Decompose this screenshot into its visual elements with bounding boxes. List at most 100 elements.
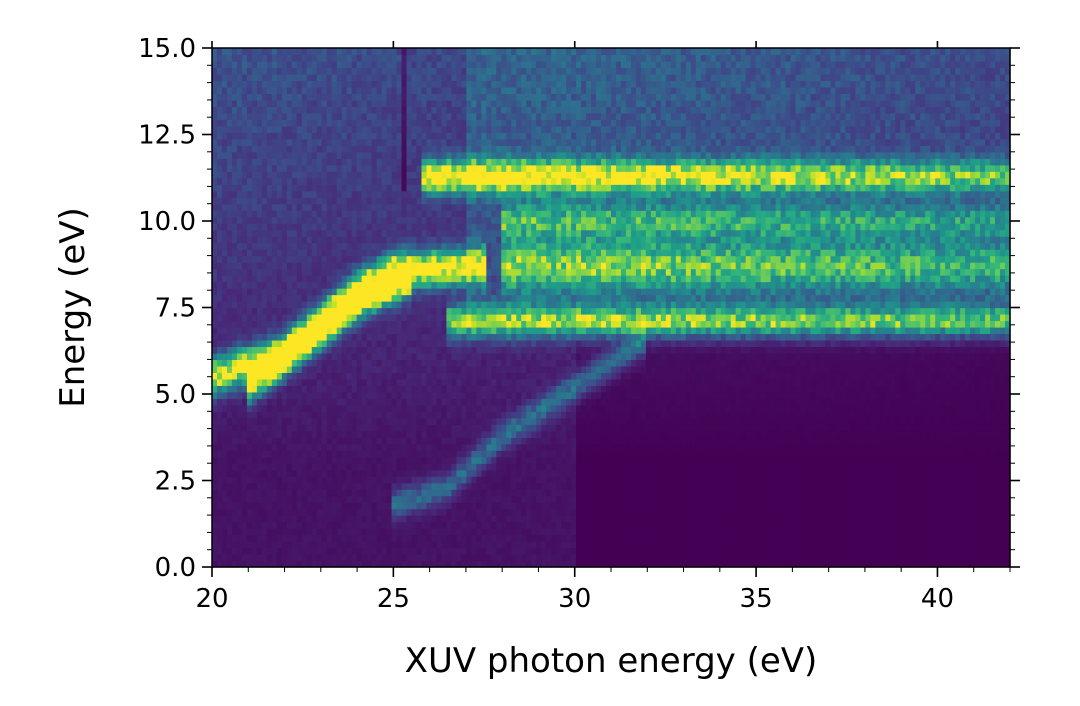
heatmap-cell: [960, 372, 966, 380]
heatmap-cell: [321, 430, 328, 438]
heatmap-cell: [960, 385, 966, 393]
heatmap-cell: [601, 450, 607, 458]
heatmap-cell: [845, 404, 851, 412]
heatmap-cell: [715, 398, 722, 406]
heatmap-cell: [601, 398, 607, 406]
heatmap-cell: [251, 430, 258, 438]
heatmap-cell: [990, 378, 996, 386]
heatmap-cell: [900, 547, 906, 555]
heatmap-cell: [1005, 541, 1011, 549]
heatmap-cell: [710, 365, 717, 373]
heatmap-cell: [551, 411, 557, 419]
heatmap-cell: [825, 404, 832, 412]
heatmap-cell: [700, 515, 707, 523]
heatmap-cell: [760, 508, 767, 516]
heatmap-cell: [755, 495, 762, 503]
heatmap-cell: [745, 489, 752, 497]
heatmap-cell: [950, 430, 956, 438]
heatmap-cell: [546, 385, 552, 393]
heatmap-cell: [431, 515, 438, 523]
heatmap-cell: [865, 378, 871, 386]
heatmap-cell: [715, 508, 722, 516]
heatmap-cell: [795, 560, 802, 568]
heatmap-cell: [301, 528, 308, 536]
heatmap-cell: [251, 534, 258, 542]
heatmap-cell: [306, 508, 313, 516]
heatmap-cell: [326, 482, 333, 490]
heatmap-cell: [785, 463, 792, 471]
heatmap-cell: [870, 391, 876, 399]
heatmap-cell: [461, 365, 467, 373]
heatmap-cell: [870, 430, 876, 438]
heatmap-cell: [586, 456, 592, 464]
heatmap-cell: [376, 411, 383, 419]
heatmap-cell: [391, 515, 398, 523]
heatmap-cell: [775, 417, 782, 425]
heatmap-cell: [511, 398, 517, 406]
heatmap-cell: [915, 489, 921, 497]
heatmap-cell: [775, 554, 782, 562]
heatmap-cell: [431, 463, 438, 471]
heatmap-cell: [835, 502, 842, 510]
heatmap-cell: [715, 554, 722, 562]
heatmap-cell: [331, 359, 338, 367]
heatmap-cell: [341, 430, 348, 438]
heatmap-cell: [521, 469, 527, 477]
heatmap-cell: [236, 489, 243, 497]
heatmap-cell: [835, 411, 842, 419]
heatmap-cell: [251, 528, 258, 536]
heatmap-cell: [366, 521, 373, 529]
heatmap-cell: [611, 508, 617, 516]
heatmap-cell: [650, 398, 657, 406]
heatmap-cell: [216, 547, 223, 555]
heatmap-cell: [251, 495, 258, 503]
heatmap-cell: [645, 437, 652, 445]
heatmap-cell: [705, 469, 712, 477]
heatmap-cell: [316, 547, 323, 555]
heatmap-cell: [486, 528, 492, 536]
heatmap-cell: [840, 456, 847, 464]
heatmap-cell: [620, 404, 627, 412]
heatmap-cell: [995, 469, 1001, 477]
heatmap-cell: [805, 560, 812, 568]
heatmap-cell: [615, 411, 622, 419]
heatmap-cell: [770, 456, 777, 464]
heatmap-cell: [960, 547, 966, 555]
heatmap-cell: [655, 489, 662, 497]
heatmap-cell: [760, 547, 767, 555]
heatmap-cell: [591, 404, 597, 412]
heatmap-cell: [850, 469, 856, 477]
heatmap-cell: [381, 534, 388, 542]
heatmap-cell: [486, 417, 492, 425]
heatmap-cell: [456, 404, 462, 412]
heatmap-cell: [276, 430, 283, 438]
heatmap-cell: [835, 541, 842, 549]
heatmap-cell: [840, 417, 847, 425]
heatmap-cell: [571, 476, 577, 484]
heatmap-cell: [376, 469, 383, 477]
heatmap-cell: [536, 515, 542, 523]
heatmap-cell: [860, 430, 866, 438]
heatmap-cell: [241, 437, 248, 445]
heatmap-cell: [611, 560, 617, 568]
heatmap-cell: [730, 547, 737, 555]
heatmap-cell: [301, 547, 308, 555]
heatmap-cell: [401, 450, 408, 458]
heatmap-cell: [980, 450, 986, 458]
heatmap-cell: [725, 365, 732, 373]
heatmap-cell: [401, 515, 408, 523]
heatmap-cell: [650, 378, 657, 386]
heatmap-cell: [231, 372, 238, 380]
heatmap-cell: [940, 430, 946, 438]
heatmap-cell: [825, 521, 832, 529]
heatmap-cell: [216, 482, 223, 490]
heatmap-cell: [935, 430, 941, 438]
heatmap-cell: [980, 541, 986, 549]
heatmap-cell: [905, 372, 911, 380]
heatmap-cell: [221, 411, 228, 419]
heatmap-cell: [955, 424, 961, 432]
heatmap-cell: [785, 456, 792, 464]
heatmap-cell: [760, 541, 767, 549]
heatmap-cell: [411, 482, 418, 490]
heatmap-cell: [436, 554, 443, 562]
